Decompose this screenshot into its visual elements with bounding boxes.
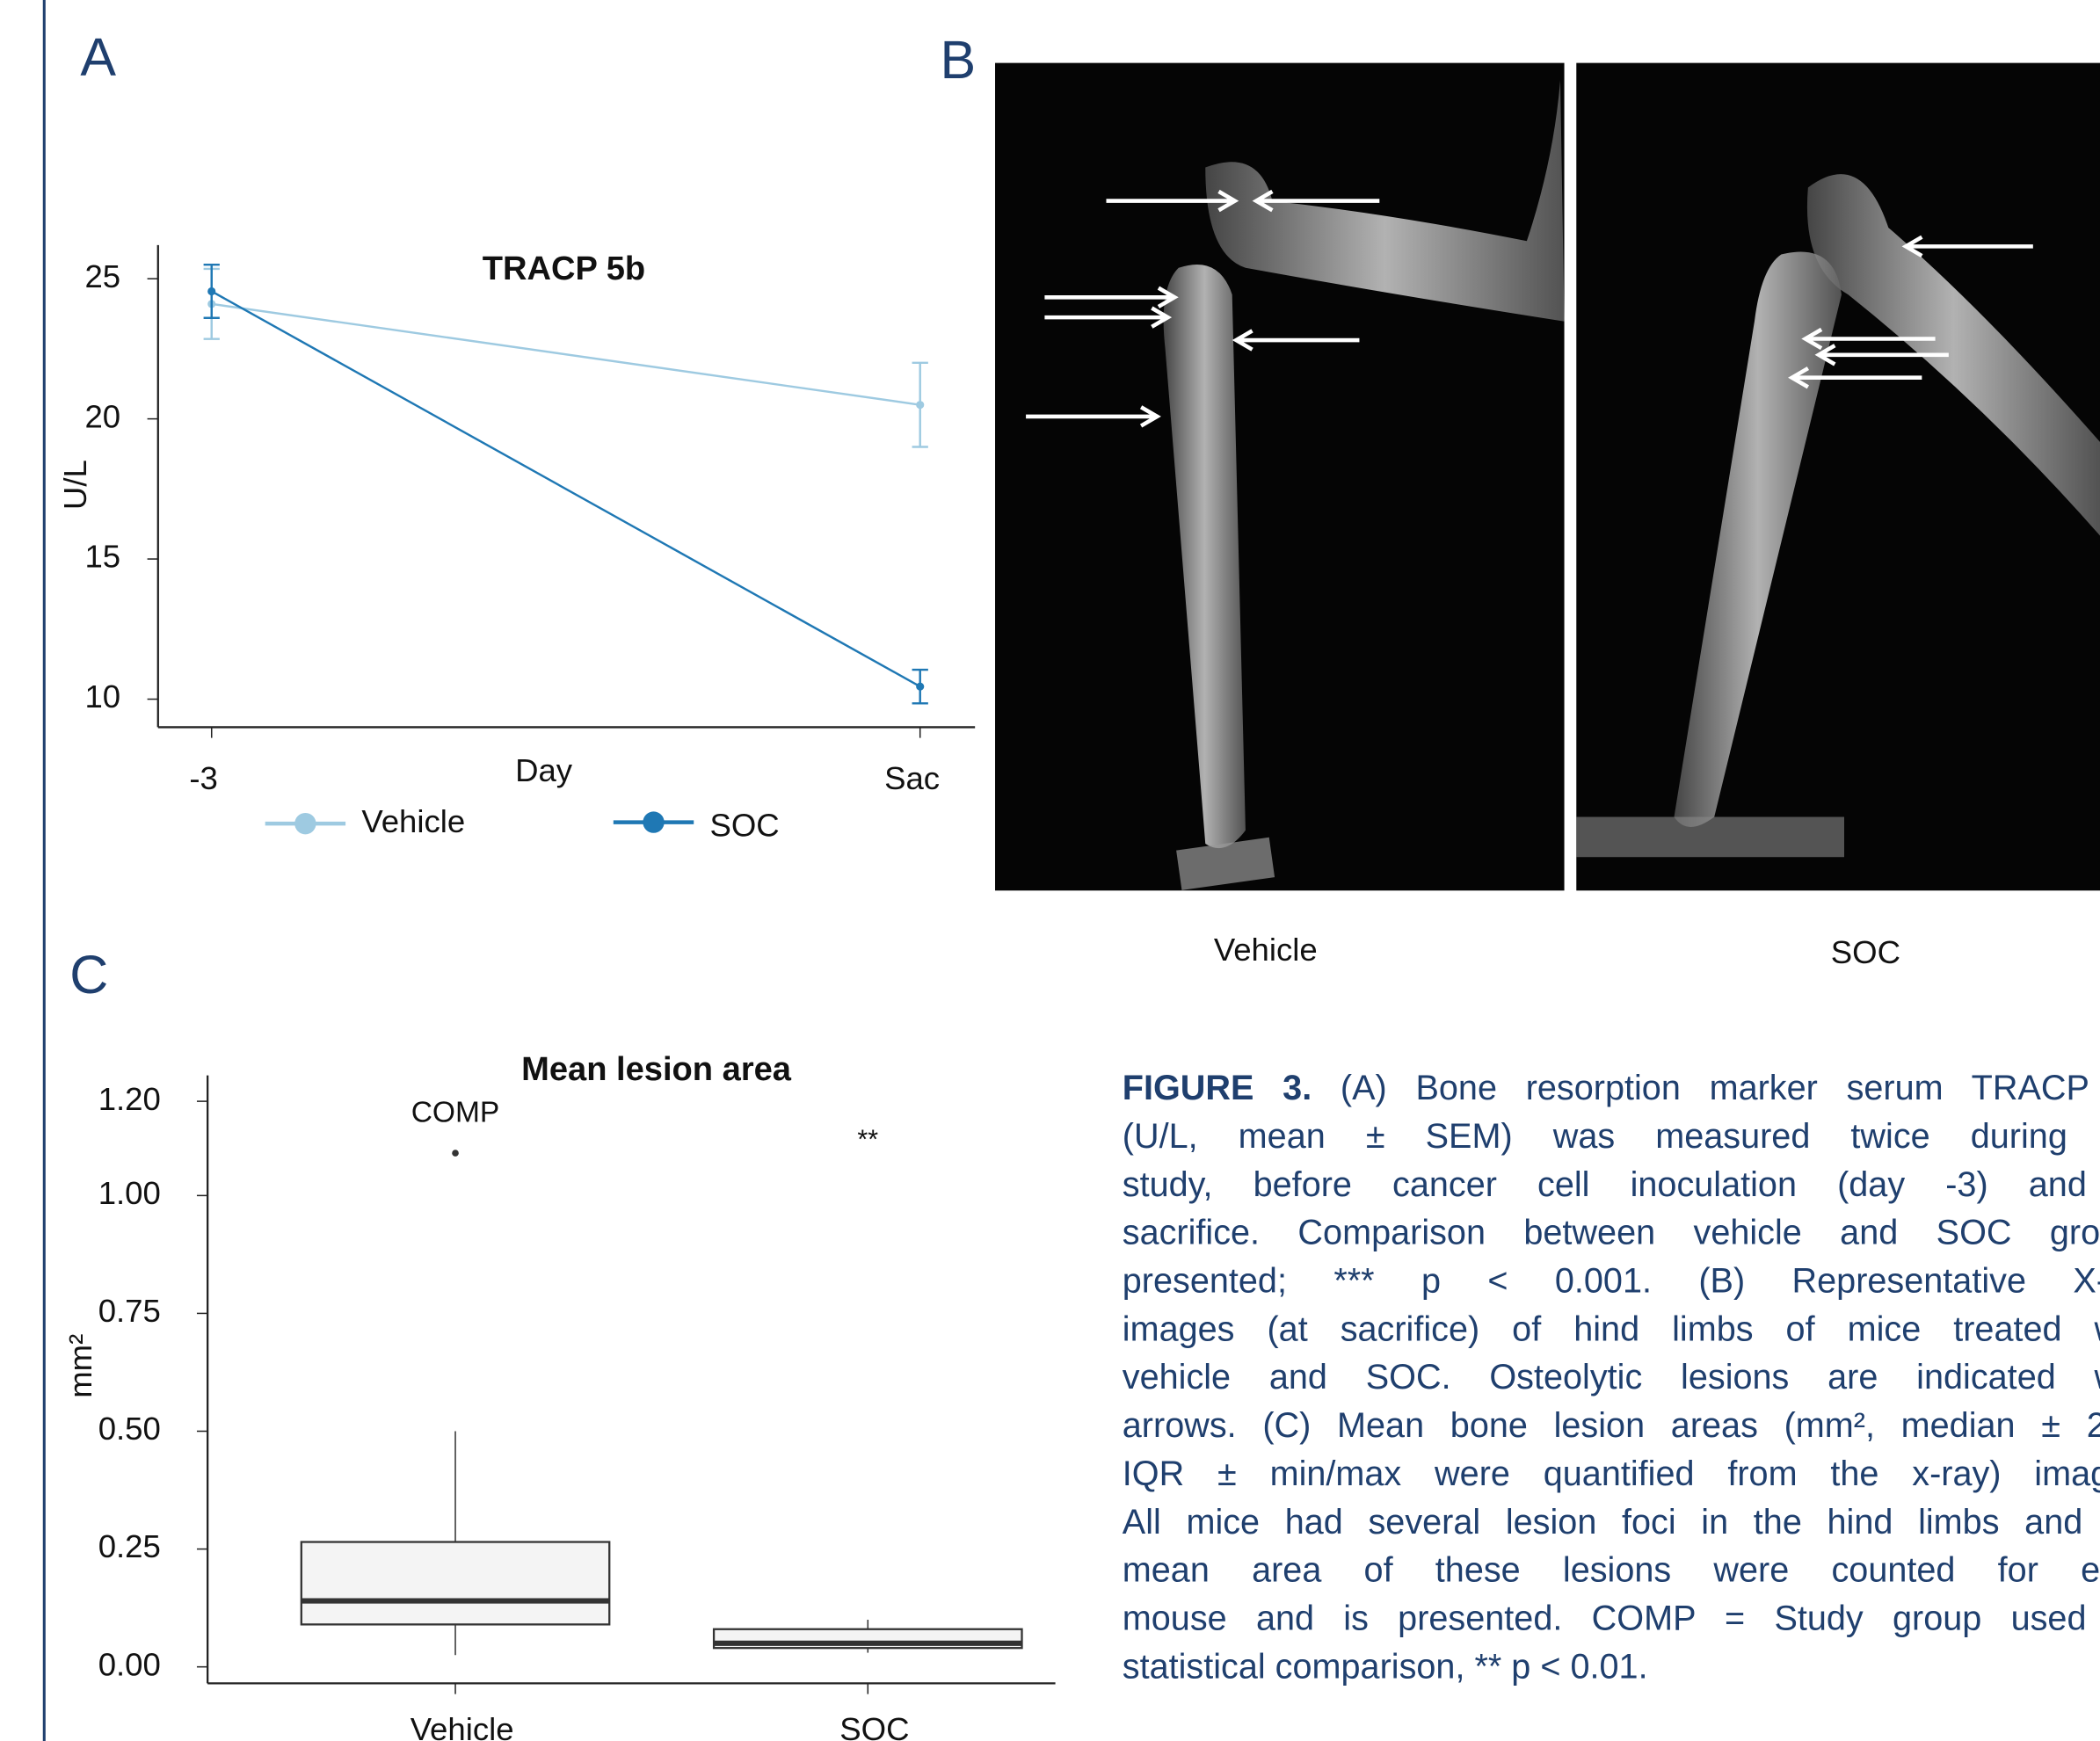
legend-label: SOC [710, 807, 780, 843]
panel-letter: C [69, 945, 108, 1005]
caption-text: mean area of these lesions were counted … [1123, 1549, 2100, 1590]
caption-line: arrows. (C) Mean bone lesion areas (mm²,… [1123, 1401, 2100, 1449]
caption-text: mouse and is presented. COMP = Study gro… [1123, 1598, 2100, 1638]
point [916, 401, 924, 409]
caption-text: (A) Bone resorption marker serum TRACP 5… [1312, 1067, 2100, 1107]
series-line [212, 291, 920, 686]
y-tick-label: 0.00 [98, 1646, 161, 1682]
y-tick-label: 0.25 [98, 1528, 161, 1564]
caption-line: (U/L, mean ± SEM) was measured twice dur… [1123, 1112, 2100, 1160]
figure: A B C Vehicle SOC 10 15 20 25 -3 Sac TRACP 5b D… [0, 0, 2100, 1741]
x-tick-label: Sac [884, 760, 940, 796]
caption-text: vehicle and SOC. Osteolytic lesions are … [1123, 1357, 2100, 1397]
caption-line: IQR ± min/max were quantified from the x… [1123, 1449, 2100, 1498]
caption-text: arrows. (C) Mean bone lesion areas (mm²,… [1123, 1404, 2100, 1445]
outlier [452, 1150, 459, 1157]
caption-label: FIGURE 3. [1123, 1067, 1312, 1107]
x-tick-label: SOC [839, 1711, 909, 1741]
xray-vehicle [995, 63, 1565, 891]
image-label: SOC [1831, 934, 1900, 970]
legend-label: Vehicle [361, 803, 465, 839]
x-axis-label: Day [515, 752, 573, 788]
caption-line: mean area of these lesions were counted … [1123, 1545, 2100, 1593]
y-tick-label: 25 [84, 258, 120, 294]
panel-letter: A [80, 27, 116, 87]
box [302, 1542, 609, 1625]
caption-line: statistical comparison, ** p < 0.01. [1123, 1642, 2100, 1690]
y-tick-label: 1.20 [98, 1081, 161, 1117]
caption-text: All mice had several lesion foci in the … [1123, 1501, 2100, 1542]
chart-title: Mean lesion area [521, 1051, 792, 1088]
caption-line: All mice had several lesion foci in the … [1123, 1498, 2100, 1546]
page: A B C Vehicle SOC 10 15 20 25 -3 Sac TRACP 5b D… [0, 0, 2100, 1741]
caption-line: FIGURE 3. (A) Bone resorption marker ser… [1123, 1063, 2100, 1112]
caption-text: presented; *** p < 0.001. (B) Representa… [1123, 1260, 2100, 1301]
caption-text: study, before cancer cell inoculation (d… [1123, 1164, 2100, 1204]
caption-text: (U/L, mean ± SEM) was measured twice dur… [1123, 1115, 2100, 1156]
caption-line: presented; *** p < 0.001. (B) Representa… [1123, 1256, 2100, 1304]
caption-line: sacrifice. Comparison between vehicle an… [1123, 1208, 2100, 1256]
y-tick-label: 20 [84, 398, 120, 434]
point [916, 683, 924, 691]
y-tick-label: 15 [84, 539, 120, 575]
legend-swatch [643, 811, 664, 832]
y-tick-label: 0.75 [98, 1293, 161, 1329]
xray-soc [1576, 63, 2100, 891]
legend-swatch [294, 813, 316, 834]
annotation: COMP [411, 1097, 500, 1129]
y-axis-label: mm² [62, 1334, 98, 1398]
caption-text: IQR ± min/max were quantified from the x… [1123, 1453, 2100, 1493]
caption-line: vehicle and SOC. Osteolytic lesions are … [1123, 1353, 2100, 1401]
point [207, 287, 215, 295]
caption-text: images (at sacrifice) of hind limbs of m… [1123, 1309, 2100, 1349]
caption-text: sacrifice. Comparison between vehicle an… [1123, 1212, 2100, 1252]
panel-letter: B [941, 30, 977, 90]
y-tick-label: 0.50 [98, 1411, 161, 1447]
x-tick-label: Vehicle [411, 1711, 514, 1741]
chart-title: TRACP 5b [483, 250, 645, 287]
caption-line: mouse and is presented. COMP = Study gro… [1123, 1593, 2100, 1642]
y-axis-label: U/L [57, 460, 93, 510]
caption-text: statistical comparison, ** p < 0.01. [1123, 1646, 1648, 1687]
caption-line: study, before cancer cell inoculation (d… [1123, 1160, 2100, 1208]
series-line [212, 304, 920, 405]
caption-line: images (at sacrifice) of hind limbs of m… [1123, 1304, 2100, 1353]
image-label: Vehicle [1214, 932, 1318, 968]
x-tick-label: -3 [189, 760, 217, 796]
annotation: ** [857, 1124, 878, 1154]
y-tick-label: 10 [84, 678, 120, 715]
y-tick-label: 1.00 [98, 1175, 161, 1211]
